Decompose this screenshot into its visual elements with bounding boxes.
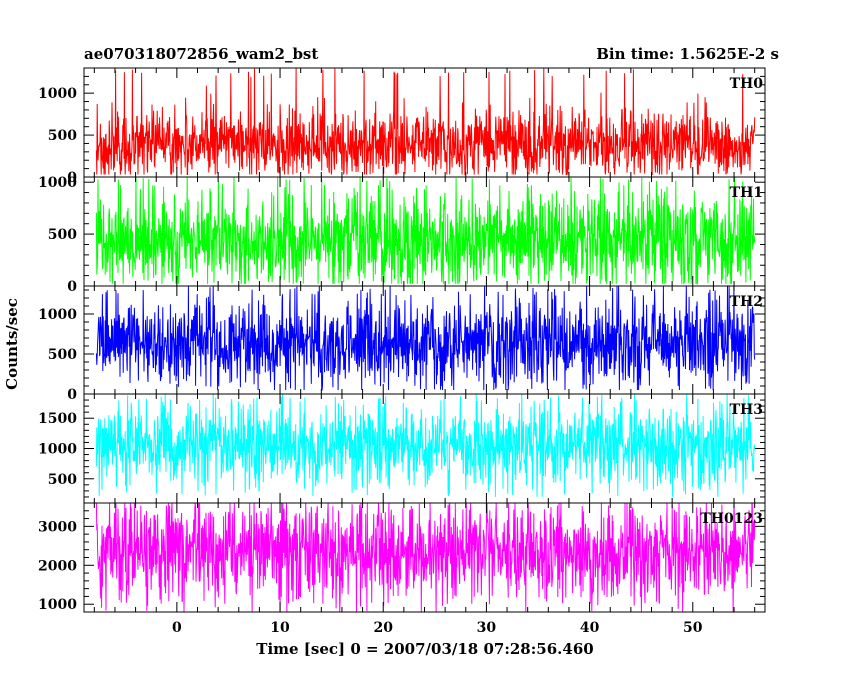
x-tick-label: 40: [580, 620, 600, 636]
panel-th1: 0 500 1000 TH1: [38, 175, 766, 295]
panel-th3: 500 1000 1500 TH3: [38, 393, 766, 504]
y-tick-label: 500: [48, 472, 77, 488]
x-tick-label: 30: [477, 620, 497, 636]
y-tick-label: 0: [67, 387, 77, 403]
y-tick-label: 3000: [38, 519, 77, 535]
x-axis-label: Time [sec] 0 = 2007/03/18 07:28:56.460: [256, 640, 593, 658]
series-th2: [95, 286, 756, 391]
panel-th2: 0 500 1000 TH2: [38, 285, 766, 403]
y-tick-label: 500: [48, 227, 77, 243]
y-tick-label: 0: [67, 170, 77, 186]
panel-label-th2: TH2: [730, 294, 763, 310]
y-tick-label: 1000: [38, 86, 77, 102]
y-tick-label: 2000: [38, 558, 77, 574]
panel-th0: 0 500 1000 TH0: [38, 67, 766, 186]
series-th0123: [95, 503, 756, 612]
y-tick-label: 1000: [38, 442, 77, 458]
x-tick-label: 50: [683, 620, 703, 636]
panel-label-th0123: TH0123: [700, 511, 763, 527]
y-tick-label: 1000: [38, 307, 77, 323]
y-tick-label: 500: [48, 128, 77, 144]
panel-label-th0: TH0: [730, 76, 764, 92]
chart-subtitle: Bin time: 1.5625E-2 s: [596, 45, 779, 63]
chart-title: ae070318072856_wam2_bst: [84, 45, 318, 63]
panel-th0123: 1000 2000 3000 TH0123: [38, 502, 766, 613]
panel-label-th3: TH3: [730, 402, 763, 418]
x-tick-label: 0: [172, 620, 182, 636]
x-tick-label: 10: [270, 620, 290, 636]
y-axis-label: Counts/sec: [3, 298, 21, 390]
y-tick-label: 0: [67, 279, 77, 295]
y-tick-label: 1000: [38, 175, 77, 191]
panels: 0 500 1000 TH0 0 500 1000 TH1 0 500 1000 TH2 500 1000…: [38, 67, 766, 613]
series-th0: [95, 68, 756, 176]
panel-label-th1: TH1: [730, 185, 763, 201]
x-tick-label: 20: [373, 620, 393, 636]
x-axis: 0 10 20 30 40 50: [172, 620, 703, 636]
series-th1: [95, 177, 756, 285]
series-th3: [95, 394, 756, 497]
y-tick-label: 1500: [38, 411, 77, 427]
y-tick-label: 1000: [38, 597, 77, 613]
y-tick-label: 500: [48, 347, 77, 363]
